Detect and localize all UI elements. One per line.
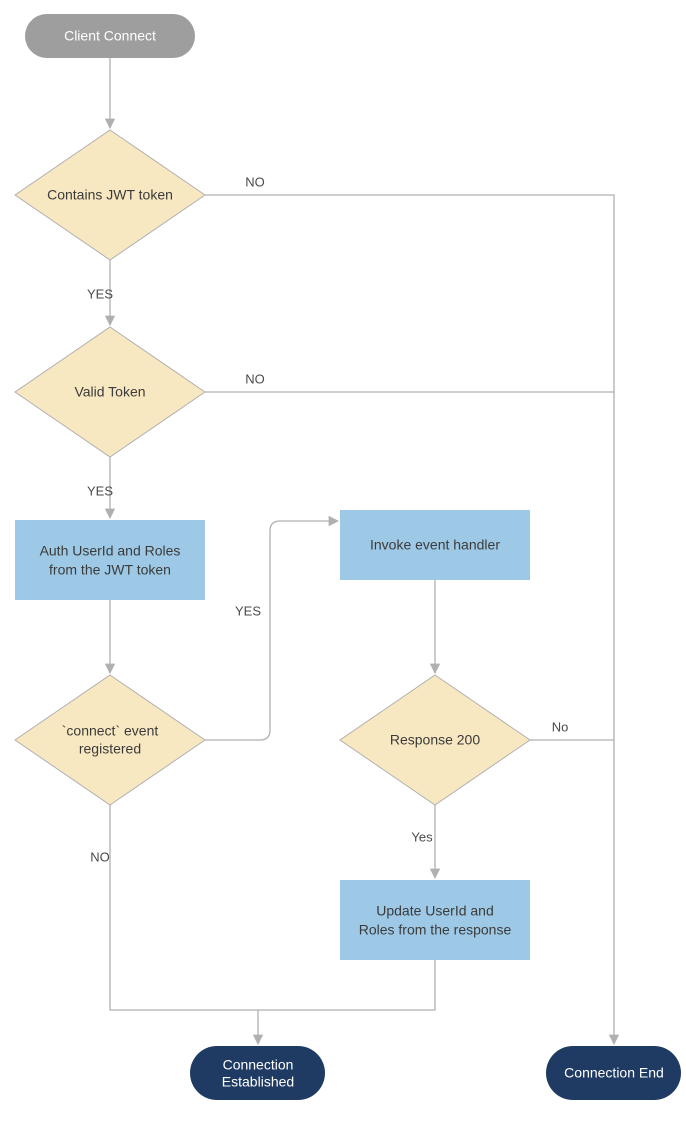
edge-label: Yes: [411, 829, 433, 844]
node-update-userid-roles: Update UserId and Roles from the respons…: [340, 880, 530, 960]
node-contains-jwt: Contains JWT token: [15, 130, 205, 260]
node-start: Client Connect: [25, 14, 195, 58]
svg-text:Roles from the response: Roles from the response: [359, 922, 512, 938]
svg-text:Update UserId and: Update UserId and: [376, 903, 494, 919]
node-connection-end: Connection End: [546, 1046, 681, 1100]
svg-text:Connection End: Connection End: [564, 1065, 664, 1081]
node-auth-userid-roles: Auth UserId and Roles from the JWT token: [15, 520, 205, 600]
svg-text:Response 200: Response 200: [390, 732, 481, 748]
node-invoke-handler: Invoke event handler: [340, 510, 530, 580]
svg-text:from the JWT token: from the JWT token: [49, 562, 171, 578]
node-response-200: Response 200: [340, 675, 530, 805]
edge-label: NO: [90, 849, 110, 864]
svg-text:Connection: Connection: [223, 1057, 294, 1073]
node-connect-registered: `connect` event registered: [15, 675, 205, 805]
node-valid-token: Valid Token: [15, 327, 205, 457]
svg-text:Established: Established: [222, 1074, 294, 1090]
edge: [205, 521, 338, 740]
edge-label: YES: [87, 483, 113, 498]
flowchart: YES NO YES NO YES NO Yes No Client Conne…: [0, 0, 686, 1125]
node-connection-established: Connection Established: [190, 1046, 325, 1100]
svg-text:registered: registered: [79, 741, 141, 757]
svg-text:Client Connect: Client Connect: [64, 28, 156, 44]
svg-text:Auth UserId and Roles: Auth UserId and Roles: [40, 543, 181, 559]
edge-label: YES: [87, 286, 113, 301]
edge: [110, 805, 258, 1044]
edge-label: YES: [235, 603, 261, 618]
svg-text:Invoke event handler: Invoke event handler: [370, 537, 500, 553]
svg-text:Valid Token: Valid Token: [74, 384, 145, 400]
svg-text:`connect` event: `connect` event: [62, 723, 159, 739]
edge-label: NO: [245, 371, 265, 386]
edge-label: NO: [245, 174, 265, 189]
edge: [258, 960, 435, 1010]
edge-label: No: [552, 719, 569, 734]
svg-text:Contains JWT token: Contains JWT token: [47, 187, 173, 203]
